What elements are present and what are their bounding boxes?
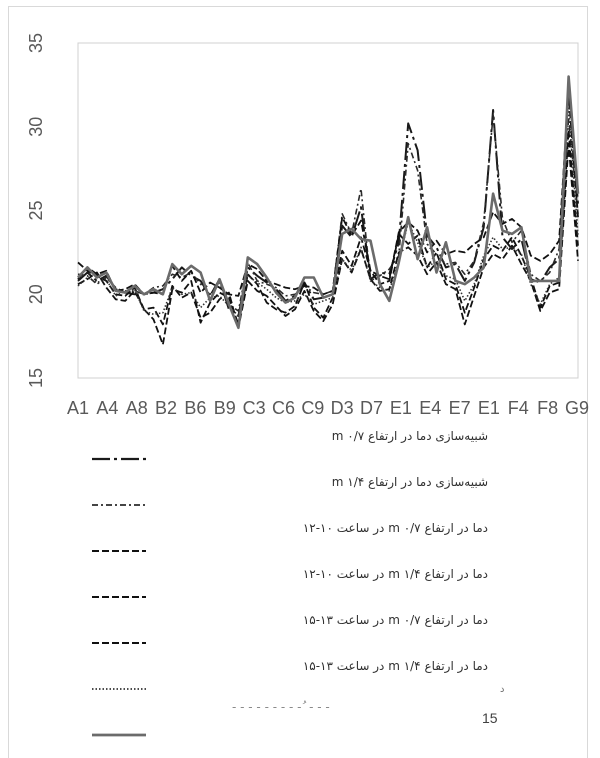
x-tick-label-11: E1 (390, 398, 412, 418)
x-axis-ticks: A1 A4 A8 B2 B6 B9 C3 C6 C9 D3 D7 E1 E4 E7 E1 F4 F8 G9 (67, 398, 589, 418)
y-tick-label-2: 25 (26, 200, 46, 220)
x-tick-label-15: F4 (508, 398, 529, 418)
legend-keys (92, 457, 146, 737)
x-tick-label-8: C9 (301, 398, 324, 418)
x-tick-label-12: E4 (419, 398, 441, 418)
x-tick-label-6: C3 (243, 398, 266, 418)
y-tick-label-0: 15 (26, 368, 46, 388)
x-tick-label-2: A8 (126, 398, 148, 418)
x-tick-label-16: F8 (537, 398, 558, 418)
x-tick-label-7: C6 (272, 398, 295, 418)
series-line-1 (77, 114, 579, 312)
legend-label-2: دما در ارتفاع m ۰/۷ در ساعت ۱۰-۱۲ (302, 521, 488, 535)
x-tick-label-17: G9 (565, 398, 589, 418)
series-line-4 (77, 92, 579, 297)
series-line-0 (77, 83, 579, 317)
plot-area (77, 42, 579, 379)
legend-label-3: دما در ارتفاع m ۱/۴ در ساعت ۱۰-۱۲ (302, 567, 488, 581)
x-tick-label-4: B6 (184, 398, 206, 418)
series-line-5 (77, 105, 579, 317)
x-tick-label-10: D7 (360, 398, 383, 418)
x-tick-label-13: E7 (449, 398, 471, 418)
y-axis-ticks: 15 20 25 30 35 (26, 33, 46, 388)
y-tick-label-3: 30 (26, 117, 46, 137)
x-tick-label-3: B2 (155, 398, 177, 418)
page-number: 15 (482, 710, 498, 726)
series-line-6 (77, 75, 580, 330)
y-tick-label-1: 20 (26, 284, 46, 304)
legend-label-5: دما در ارتفاع m ۱/۴ در ساعت ۱۳-۱۵ (302, 659, 488, 673)
x-tick-label-1: A4 (96, 398, 118, 418)
legend-label-4: دما در ارتفاع m ۰/۷ در ساعت ۱۳-۱۵ (302, 613, 488, 627)
legend-label-1: شبیه‌سازی دما در ارتفاع m ۱/۴ (331, 475, 488, 489)
x-tick-label-14: E1 (478, 398, 500, 418)
x-tick-label-5: B9 (214, 398, 236, 418)
series-lines (77, 75, 580, 346)
legend-label-0: شبیه‌سازی دما در ارتفاع m ۰/۷ (331, 429, 488, 443)
chart-frame (8, 6, 588, 758)
legend-trailing-text: - - - - - - - - - ُ - - - (232, 700, 330, 714)
series-line-3 (77, 129, 579, 346)
plot-border (77, 42, 579, 379)
legend-trailing-mark: د (500, 684, 505, 695)
series-line-2 (77, 142, 579, 329)
y-tick-label-4: 35 (26, 33, 46, 53)
x-tick-label-9: D3 (331, 398, 354, 418)
x-tick-label-0: A1 (67, 398, 89, 418)
